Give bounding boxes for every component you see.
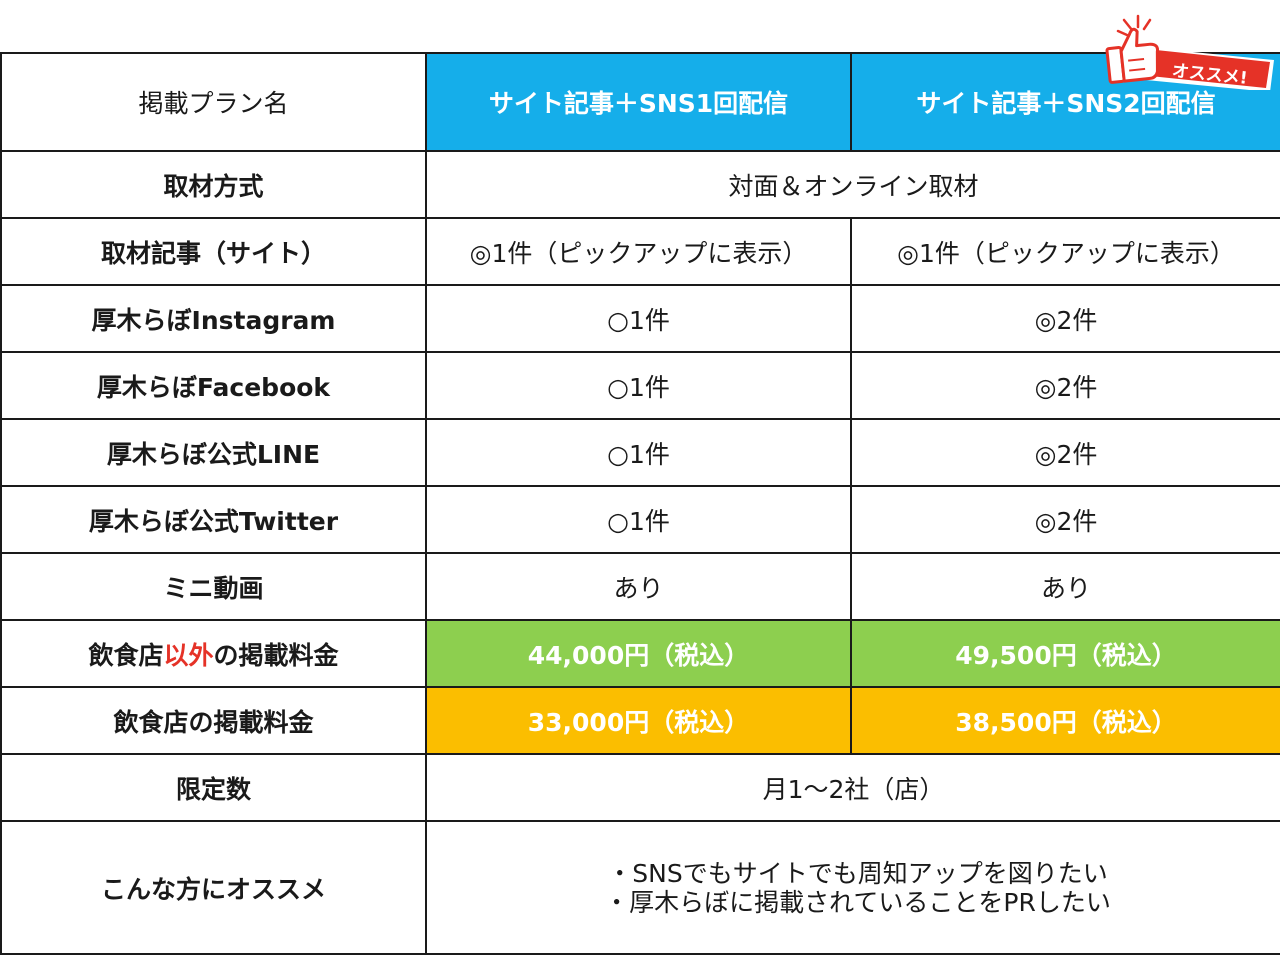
plan-a-header: サイト記事＋SNS1回配信 — [425, 52, 852, 152]
plan-a-cell: ○1件 — [425, 284, 852, 353]
plan-b-cell: ◎2件 — [850, 418, 1280, 487]
row-label-non-restaurant-price: 飲食店以外の掲載料金 — [0, 619, 427, 688]
thumbs-up-icon — [1105, 27, 1160, 84]
row-label: 厚木らぼFacebook — [0, 351, 427, 420]
plan-a-cell: ○1件 — [425, 351, 852, 420]
table-row: 取材方式 対面＆オンライン取材 — [0, 150, 1280, 219]
table-row: 厚木らぼ公式Twitter ○1件 ◎2件 — [0, 485, 1280, 554]
list-item: ・厚木らぼに掲載されていることをPRしたい — [604, 887, 1111, 917]
row-label: こんな方にオススメ — [0, 820, 427, 955]
row-label: 厚木らぼInstagram — [0, 284, 427, 353]
merged-cell: 月1～2社（店） — [425, 753, 1280, 822]
sparkle-lines — [1116, 14, 1152, 37]
label-part: の掲載料金 — [213, 640, 339, 670]
row-label: 厚木らぼ公式Twitter — [0, 485, 427, 554]
recommend-list: ・SNSでもサイトでも周知アップを図りたい ・厚木らぼに掲載されていることをPR… — [425, 820, 1280, 955]
plan-b-cell: ◎2件 — [850, 284, 1280, 353]
plan-a-cell: ○1件 — [425, 485, 852, 554]
table-row: 取材記事（サイト） ◎1件（ピックアップに表示） ◎1件（ピックアップに表示） — [0, 217, 1280, 286]
row-label: 取材方式 — [0, 150, 427, 219]
table-row: 飲食店以外の掲載料金 44,000円（税込） 49,500円（税込） — [0, 619, 1280, 688]
plan-b-cell: ◎2件 — [850, 485, 1280, 554]
plan-a-cell: あり — [425, 552, 852, 621]
table-row: 厚木らぼ公式LINE ○1件 ◎2件 — [0, 418, 1280, 487]
plan-b-price: 49,500円（税込） — [850, 619, 1280, 688]
table-row: ミニ動画 あり あり — [0, 552, 1280, 621]
merged-cell: 対面＆オンライン取材 — [425, 150, 1280, 219]
table-header-row: 掲載プラン名 サイト記事＋SNS1回配信 サイト記事＋SNS2回配信 — [0, 52, 1280, 152]
plan-b-cell: あり — [850, 552, 1280, 621]
plan-comparison-table: 掲載プラン名 サイト記事＋SNS1回配信 サイト記事＋SNS2回配信 取材方式 … — [0, 52, 1280, 955]
row-label: 取材記事（サイト） — [0, 217, 427, 286]
plan-a-price: 33,000円（税込） — [425, 686, 852, 755]
plan-a-cell: ◎1件（ピックアップに表示） — [425, 217, 852, 286]
list-item: ・SNSでもサイトでも周知アップを図りたい — [607, 858, 1108, 888]
recommend-badge: オススメ! — [1104, 14, 1274, 92]
row-label: 限定数 — [0, 753, 427, 822]
label-part: 飲食店 — [88, 640, 164, 670]
plan-b-price: 38,500円（税込） — [850, 686, 1280, 755]
label-accent: 以外 — [163, 640, 214, 670]
table-row: 飲食店の掲載料金 33,000円（税込） 38,500円（税込） — [0, 686, 1280, 755]
table-row: 厚木らぼInstagram ○1件 ◎2件 — [0, 284, 1280, 353]
row-label: ミニ動画 — [0, 552, 427, 621]
badge-shape — [1146, 48, 1274, 92]
table-row: 厚木らぼFacebook ○1件 ◎2件 — [0, 351, 1280, 420]
badge-graphic: オススメ! — [1105, 14, 1274, 92]
table-row: こんな方にオススメ ・SNSでもサイトでも周知アップを図りたい ・厚木らぼに掲載… — [0, 820, 1280, 955]
plan-a-cell: ○1件 — [425, 418, 852, 487]
plan-b-cell: ◎2件 — [850, 351, 1280, 420]
header-label: 掲載プラン名 — [0, 52, 427, 152]
plan-a-price: 44,000円（税込） — [425, 619, 852, 688]
row-label: 飲食店の掲載料金 — [0, 686, 427, 755]
table-row: 限定数 月1～2社（店） — [0, 753, 1280, 822]
plan-b-cell: ◎1件（ピックアップに表示） — [850, 217, 1280, 286]
row-label: 厚木らぼ公式LINE — [0, 418, 427, 487]
